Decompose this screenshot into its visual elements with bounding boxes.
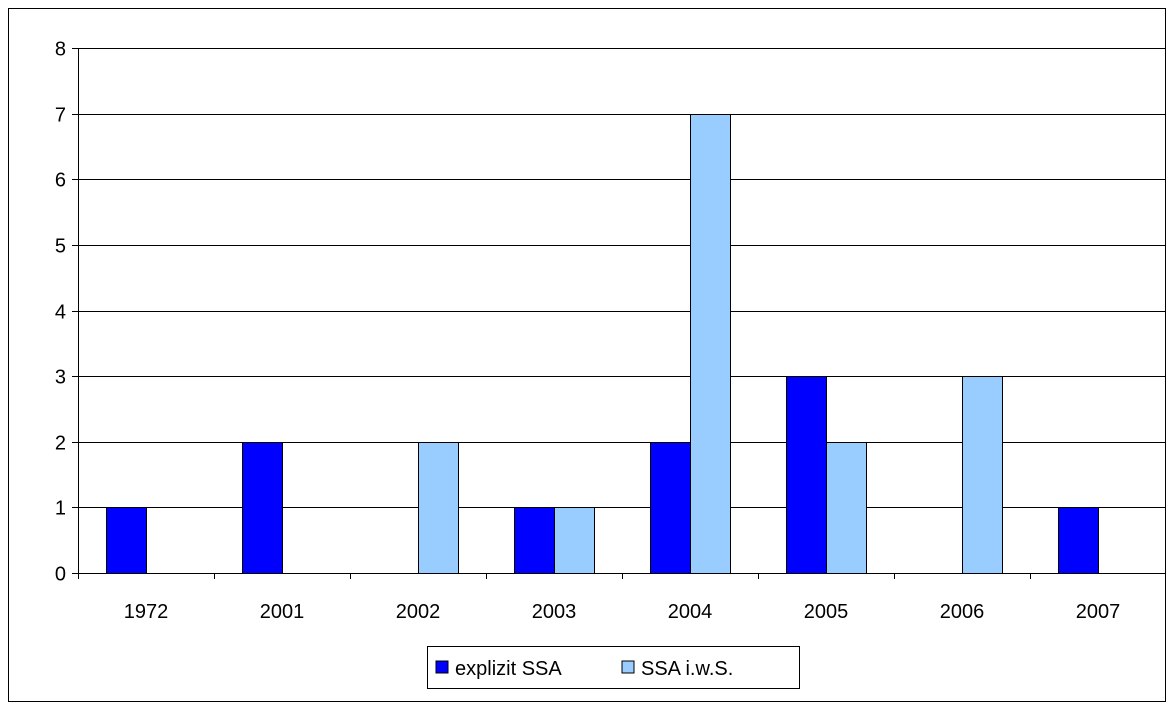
y-tick-label: 4: [55, 302, 66, 324]
y-tick-label: 2: [55, 433, 66, 455]
bar-ssa-iws-2003: [554, 507, 595, 574]
x-tick-label: 1972: [124, 601, 169, 623]
y-tick-label: 7: [55, 105, 66, 127]
bar-ssa-iws-2006: [962, 376, 1003, 574]
bar-explizit-ssa-2005: [786, 376, 827, 574]
bar-explizit-ssa-2004: [650, 442, 691, 574]
bar-explizit-ssa-2001: [242, 442, 283, 574]
y-tick-label: 8: [55, 39, 66, 61]
bar-explizit-ssa-1972: [106, 507, 147, 574]
y-tick-label: 0: [55, 564, 66, 586]
bar-ssa-iws-2004: [690, 114, 731, 574]
y-tick-label: 1: [55, 498, 66, 520]
legend-box: [427, 646, 800, 689]
tick-labels: 0 1 2 3 4 5 6 7 8 1972 2001 2002 2003 2004 2005 2006 200…: [55, 39, 1120, 624]
bar-ssa-iws-2005: [826, 442, 867, 574]
x-tick-label: 2007: [1076, 601, 1121, 623]
axes: [72, 48, 1166, 579]
x-tick-label: 2003: [532, 601, 577, 623]
x-tick-label: 2005: [804, 601, 849, 623]
legend: explizit SSA SSA i.w.S.: [427, 646, 800, 689]
bar-ssa-iws-2002: [418, 442, 459, 574]
y-tick-label: 3: [55, 367, 66, 389]
y-tick-label: 5: [55, 236, 66, 258]
x-tick-label: 2002: [396, 601, 441, 623]
bar-explizit-ssa-2007: [1058, 507, 1099, 574]
bars: [106, 114, 1099, 574]
legend-swatch-ssa-iws: [621, 660, 635, 674]
x-tick-label: 2004: [668, 601, 713, 623]
y-tick-label: 6: [55, 170, 66, 192]
x-tick-label: 2001: [260, 601, 305, 623]
chart-border: [8, 8, 1166, 702]
x-tick-label: 2006: [940, 601, 985, 623]
legend-swatch-explizit-ssa: [435, 660, 449, 674]
bar-explizit-ssa-2003: [514, 507, 555, 574]
legend-label-ssa-iws: SSA i.w.S.: [641, 658, 733, 680]
legend-label-explizit-ssa: explizit SSA: [455, 658, 562, 680]
